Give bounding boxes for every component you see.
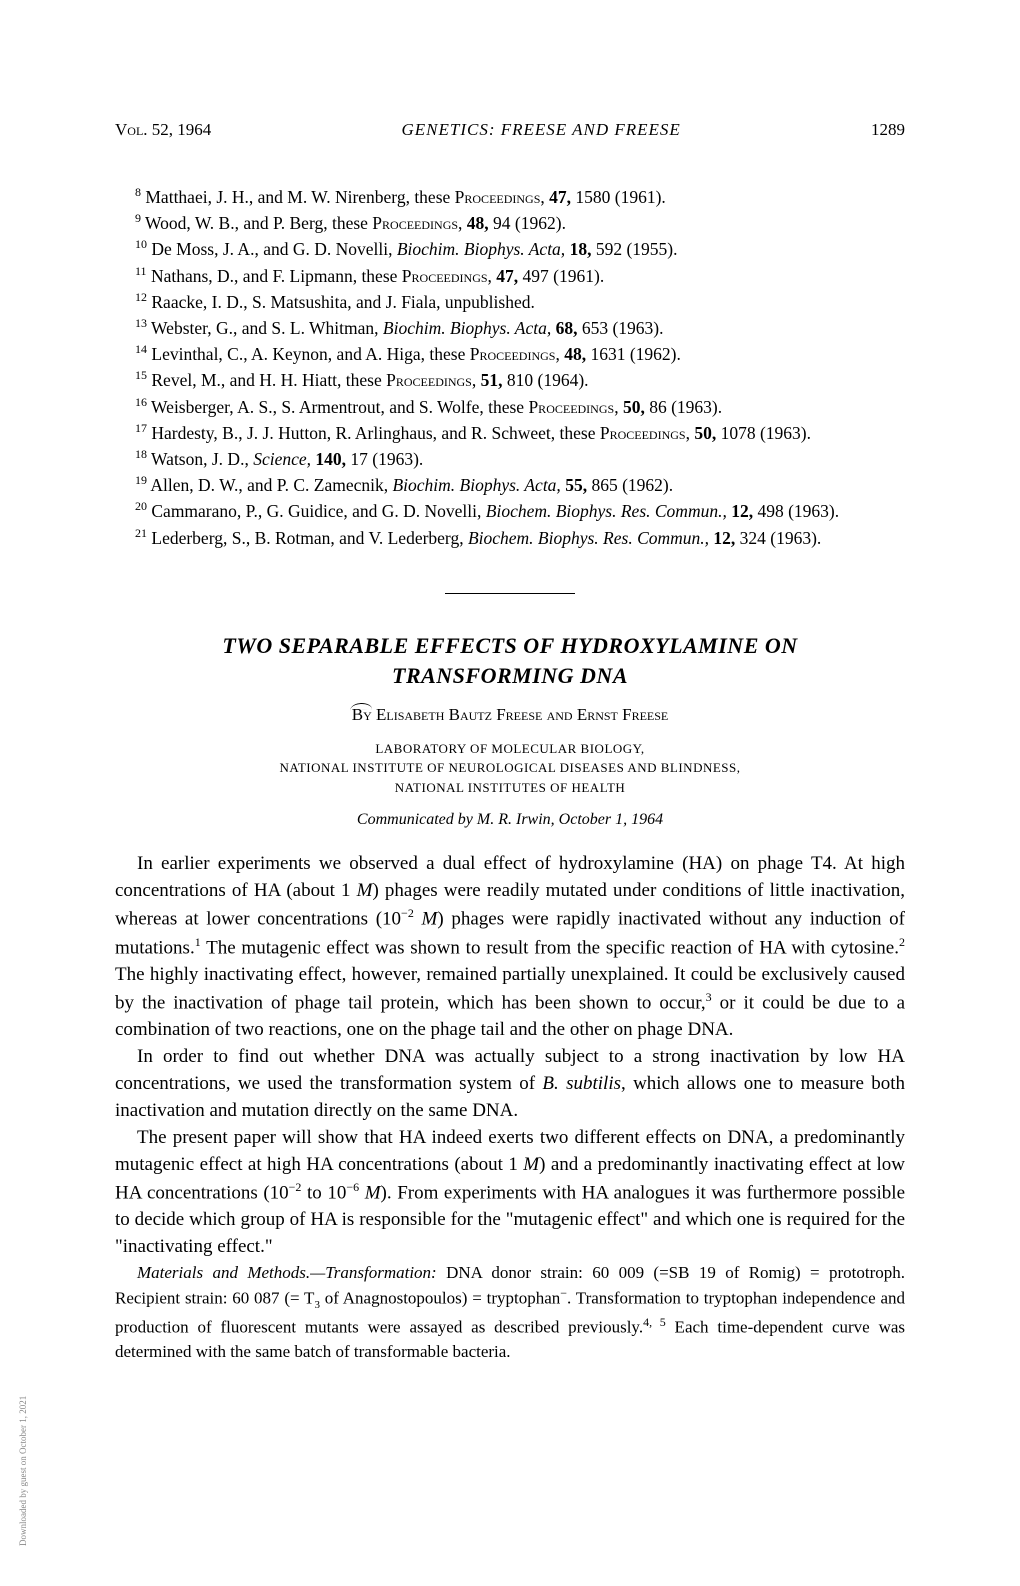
reference-10: 10 De Moss, J. A., and G. D. Novelli, Bi…: [115, 236, 905, 262]
article-title-line1: TWO SEPARABLE EFFECTS OF HYDROXYLAMINE O…: [115, 633, 905, 659]
affiliation: LABORATORY OF MOLECULAR BIOLOGY, NATIONA…: [115, 739, 905, 798]
reference-8: 8 Matthaei, J. H., and M. W. Nirenberg, …: [115, 184, 905, 210]
paragraph-2: In order to find out whether DNA was act…: [115, 1044, 905, 1125]
reference-19: 19 Allen, D. W., and P. C. Zamecnik, Bio…: [115, 472, 905, 498]
reference-18: 18 Watson, J. D., Science, 140, 17 (1963…: [115, 446, 905, 472]
reference-21: 21 Lederberg, S., B. Rotman, and V. Lede…: [115, 525, 905, 551]
reference-11: 11 Nathans, D., and F. Lipmann, these Pr…: [115, 263, 905, 289]
affiliation-line1: LABORATORY OF MOLECULAR BIOLOGY,: [115, 739, 905, 759]
byline-authors: Elisabeth Bautz Freese and Ernst Freese: [376, 705, 668, 724]
article-body: In earlier experiments we observed a dua…: [115, 851, 905, 1364]
section-divider: [115, 581, 905, 599]
header-title: GENETICS: FREESE AND FREESE: [401, 120, 680, 140]
reference-15: 15 Revel, M., and H. H. Hiatt, these Pro…: [115, 367, 905, 393]
header-volume: Vol. 52, 1964: [115, 120, 211, 140]
reference-16: 16 Weisberger, A. S., S. Armentrout, and…: [115, 394, 905, 420]
reference-20: 20 Cammarano, P., G. Guidice, and G. D. …: [115, 498, 905, 524]
paragraph-4-methods: Materials and Methods.—Transformation: D…: [115, 1261, 905, 1364]
paragraph-3: The present paper will show that HA inde…: [115, 1125, 905, 1261]
affiliation-line3: NATIONAL INSTITUTES OF HEALTH: [115, 778, 905, 798]
download-watermark: Downloaded by guest on October 1, 2021: [18, 1396, 28, 1546]
page: Vol. 52, 1964 GENETICS: FREESE AND FREES…: [0, 0, 1020, 1586]
byline-by: By: [352, 705, 376, 724]
reference-13: 13 Webster, G., and S. L. Whitman, Bioch…: [115, 315, 905, 341]
running-header: Vol. 52, 1964 GENETICS: FREESE AND FREES…: [115, 120, 905, 140]
byline: By Elisabeth Bautz Freese and Ernst Free…: [115, 705, 905, 725]
communicated: Communicated by M. R. Irwin, October 1, …: [115, 811, 905, 829]
reference-17: 17 Hardesty, B., J. J. Hutton, R. Arling…: [115, 420, 905, 446]
reference-12: 12 Raacke, I. D., S. Matsushita, and J. …: [115, 289, 905, 315]
affiliation-line2: NATIONAL INSTITUTE OF NEUROLOGICAL DISEA…: [115, 758, 905, 778]
article-title-line2: TRANSFORMING DNA: [115, 663, 905, 689]
reference-9: 9 Wood, W. B., and P. Berg, these Procee…: [115, 210, 905, 236]
reference-14: 14 Levinthal, C., A. Keynon, and A. Higa…: [115, 341, 905, 367]
paragraph-1: In earlier experiments we observed a dua…: [115, 851, 905, 1044]
header-page: 1289: [871, 120, 905, 140]
references-list: 8 Matthaei, J. H., and M. W. Nirenberg, …: [115, 184, 905, 551]
